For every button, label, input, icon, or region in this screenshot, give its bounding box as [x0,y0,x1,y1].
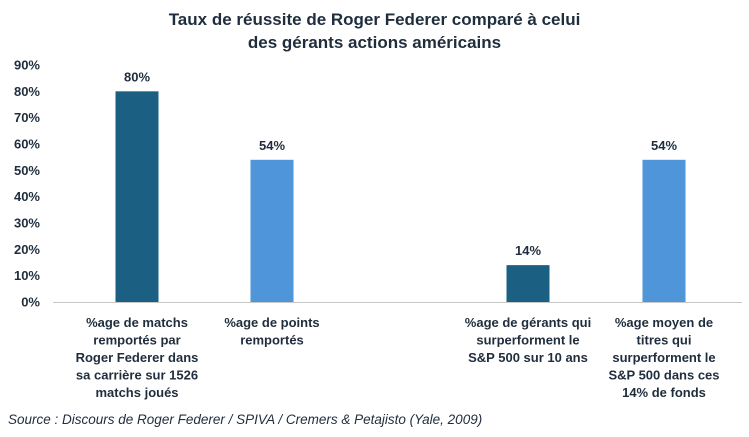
category-label-line: S&P 500 dans ces [608,368,719,383]
category-label-line: S&P 500 sur 10 ans [468,350,588,365]
y-tick-label: 30% [14,216,40,231]
category-label-line: matchs joués [95,385,178,400]
source-note: Source : Discours de Roger Federer / SPI… [8,412,483,427]
bar [115,91,159,302]
data-label: 14% [515,243,541,258]
data-label: 54% [259,138,285,153]
bar [506,265,550,302]
category-label-line: remportés [240,333,304,348]
category-label-line: remportés par [93,333,180,348]
y-tick-label: 50% [14,163,40,178]
bar [642,159,686,302]
data-label: 80% [124,69,150,84]
category-label-line: %age de points [224,315,319,330]
bar [250,159,294,302]
y-tick-label: 20% [14,242,40,257]
category-label-line: %age de matchs [86,315,188,330]
y-tick-label: 70% [14,110,40,125]
category-label-line: sa carrière sur 1526 [76,368,198,383]
chart-title-line-1: Taux de réussite de Roger Federer compar… [168,10,581,29]
y-tick-label: 0% [21,295,40,310]
category-label-line: Roger Federer dans [76,350,199,365]
category-label-line: %age de gérants qui [465,315,591,330]
y-tick-label: 40% [14,189,40,204]
category-label-line: %age moyen de [615,315,713,330]
data-label: 54% [651,138,677,153]
category-label-line: 14% de fonds [622,385,706,400]
y-tick-label: 10% [14,268,40,283]
y-tick-label: 90% [14,58,40,73]
y-tick-label: 80% [14,84,40,99]
category-label-line: surperforment le [476,333,579,348]
chart-title-line-2: des gérants actions américains [247,33,502,52]
y-tick-label: 60% [14,137,40,152]
category-label-line: surperforment le [612,350,715,365]
chart-title: Taux de réussite de Roger Federer compar… [0,8,749,54]
category-label-line: titres qui [637,333,692,348]
